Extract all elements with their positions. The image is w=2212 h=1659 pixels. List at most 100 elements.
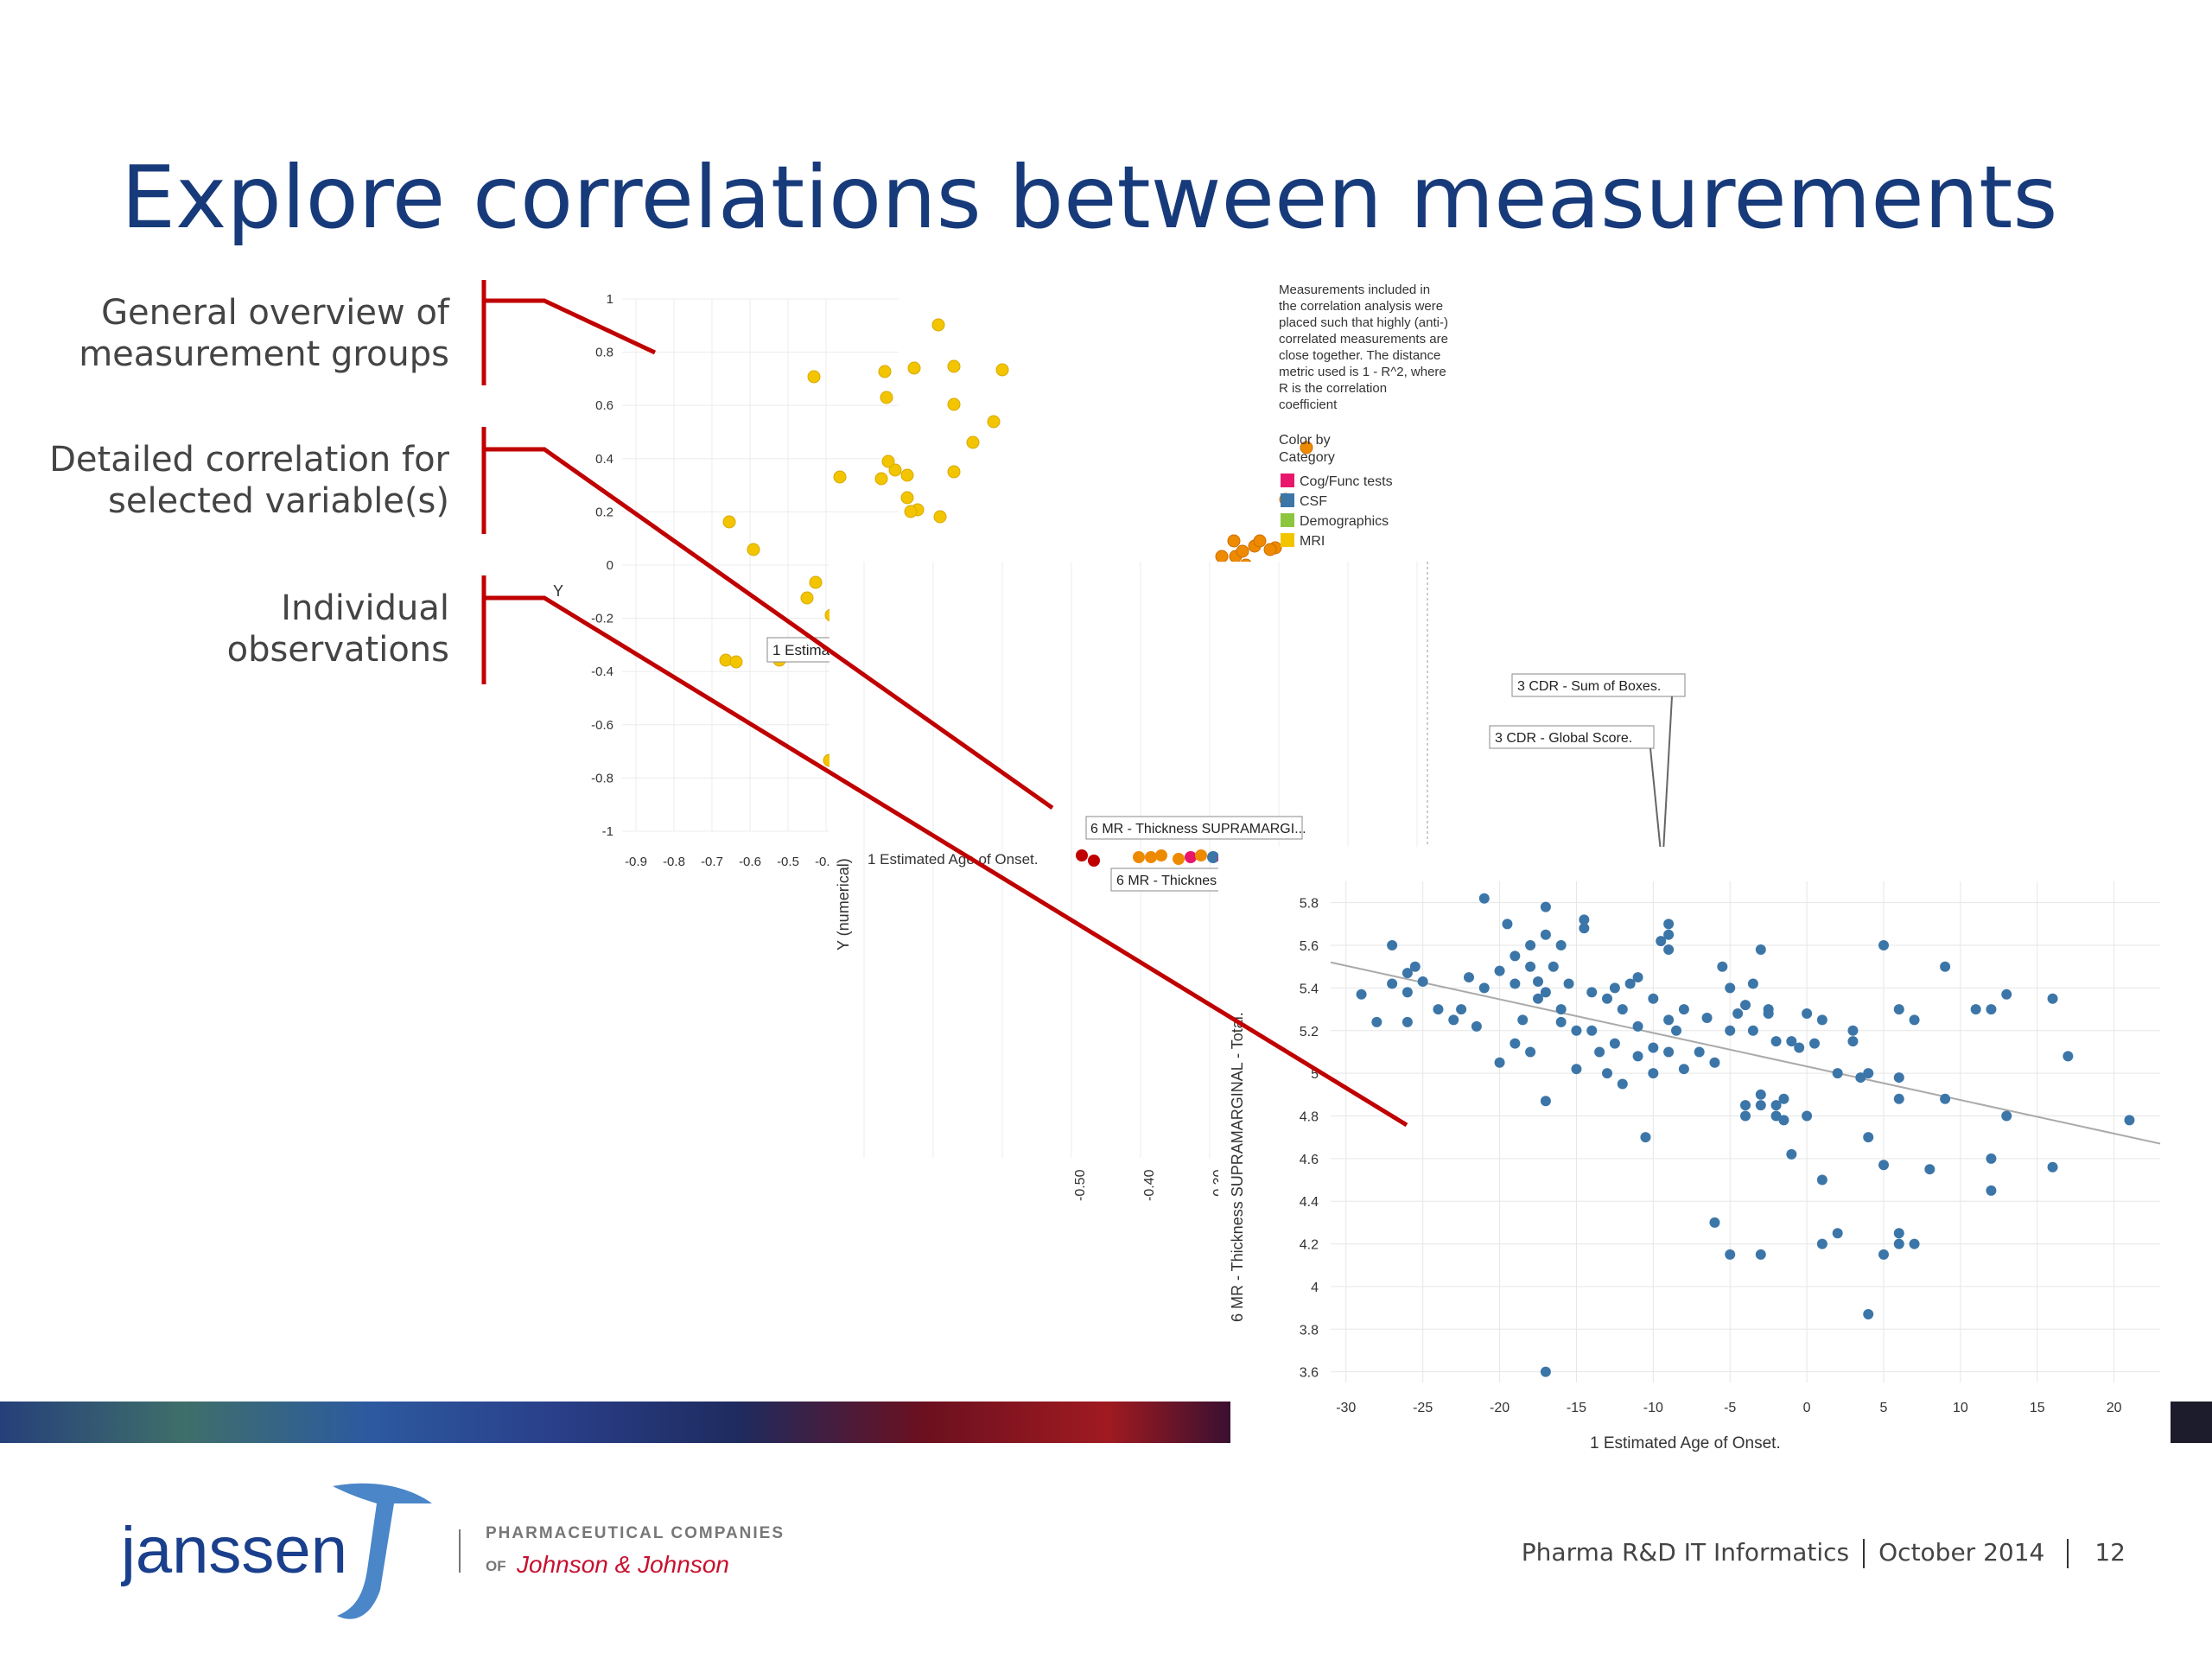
scatter-point[interactable] [1709, 1217, 1720, 1228]
scatter-point[interactable] [1832, 1068, 1843, 1079]
scatter-point[interactable] [1893, 1004, 1904, 1015]
scatter-point[interactable] [1402, 987, 1413, 998]
scatter-point[interactable] [1893, 1093, 1904, 1104]
scatter-point[interactable] [1402, 1016, 1413, 1027]
scatter-point[interactable] [1909, 1014, 1920, 1026]
scatter-point[interactable] [1725, 982, 1736, 994]
scatter-point[interactable] [1409, 961, 1421, 972]
scatter-point[interactable] [1555, 940, 1567, 951]
scatter-point[interactable] [1747, 978, 1758, 989]
detail-point[interactable] [1155, 849, 1167, 861]
overview-point[interactable] [933, 510, 947, 524]
overview-point[interactable] [931, 318, 945, 332]
scatter-point[interactable] [1540, 987, 1551, 998]
scatter-point[interactable] [1609, 1038, 1620, 1049]
scatter-point[interactable] [1510, 950, 1521, 962]
scatter-point[interactable] [2001, 1110, 2012, 1122]
scatter-point[interactable] [1517, 1014, 1529, 1026]
scatter-point[interactable] [1924, 1164, 1936, 1175]
scatter-point[interactable] [1417, 976, 1428, 987]
detail-point[interactable] [1076, 849, 1088, 861]
scatter-point[interactable] [1755, 1100, 1766, 1111]
scatter-point[interactable] [1663, 929, 1675, 940]
overview-point[interactable] [878, 365, 892, 378]
scatter-point[interactable] [1986, 1004, 1997, 1015]
overview-point[interactable] [1253, 534, 1267, 548]
scatter-point[interactable] [1402, 968, 1413, 979]
overview-point[interactable] [904, 505, 918, 518]
scatter-point[interactable] [1740, 1110, 1751, 1122]
scatter-point[interactable] [1970, 1004, 1981, 1015]
scatter-point[interactable] [1663, 1046, 1675, 1058]
detail-point[interactable] [1173, 853, 1185, 865]
scatter-point[interactable] [1471, 1020, 1482, 1032]
overview-point[interactable] [874, 472, 888, 486]
scatter-point[interactable] [1816, 1014, 1827, 1026]
overview-point[interactable] [1263, 543, 1277, 556]
scatter-point[interactable] [1678, 1064, 1689, 1075]
scatter-point[interactable] [1617, 1004, 1628, 1015]
scatter-point[interactable] [1525, 940, 1536, 951]
scatter-point[interactable] [1648, 993, 1659, 1004]
detail-point[interactable] [1088, 855, 1100, 867]
detail-point[interactable] [1133, 851, 1145, 863]
scatter-point[interactable] [1863, 1068, 1874, 1079]
scatter-point[interactable] [1548, 961, 1559, 972]
scatter-point[interactable] [2001, 988, 2012, 1000]
overview-point[interactable] [881, 454, 895, 468]
scatter-point[interactable] [1433, 1004, 1444, 1015]
scatter-point[interactable] [1533, 993, 1543, 1004]
scatter-point[interactable] [1786, 1036, 1797, 1047]
scatter-point[interactable] [1510, 978, 1521, 989]
detail-point[interactable] [1185, 851, 1197, 863]
scatter-point[interactable] [1986, 1185, 1997, 1196]
scatter-point[interactable] [1540, 1096, 1551, 1107]
scatter-point[interactable] [1586, 1025, 1598, 1036]
scatter-point[interactable] [1663, 1014, 1675, 1026]
overview-point[interactable] [807, 370, 821, 384]
overview-point[interactable] [987, 415, 1001, 429]
overview-point[interactable] [947, 465, 961, 479]
scatter-point[interactable] [1540, 929, 1551, 940]
overview-point[interactable] [1300, 441, 1313, 454]
scatter-point[interactable] [1878, 1160, 1889, 1171]
overview-point[interactable] [995, 363, 1009, 377]
scatter-point[interactable] [1356, 988, 1367, 1000]
scatter-point[interactable] [1656, 936, 1667, 947]
scatter-point[interactable] [1740, 1100, 1751, 1111]
scatter-point[interactable] [1540, 1366, 1551, 1377]
scatter-point[interactable] [1878, 940, 1889, 951]
scatter-point[interactable] [1555, 1016, 1567, 1027]
scatter-point[interactable] [1809, 1038, 1820, 1049]
scatter-point[interactable] [1387, 978, 1398, 989]
scatter-point[interactable] [1464, 972, 1474, 983]
scatter-point[interactable] [1663, 918, 1675, 930]
scatter-point[interactable] [1525, 961, 1536, 972]
scatter-point[interactable] [1609, 982, 1620, 994]
scatter-point[interactable] [1816, 1238, 1827, 1249]
overview-point[interactable] [900, 468, 914, 482]
scatter-point[interactable] [1648, 1042, 1659, 1053]
scatter-point[interactable] [1387, 940, 1398, 951]
scatter-point[interactable] [1863, 1132, 1874, 1143]
overview-point[interactable] [947, 397, 961, 411]
scatter-point[interactable] [1740, 1000, 1751, 1011]
detail-point[interactable] [1207, 851, 1219, 863]
scatter-point[interactable] [1763, 1008, 1774, 1020]
scatter-point[interactable] [1940, 961, 1951, 972]
overview-point[interactable] [966, 435, 980, 449]
scatter-point[interactable] [1632, 972, 1643, 983]
scatter-point[interactable] [1909, 1238, 1920, 1249]
scatter-point[interactable] [1940, 1093, 1951, 1104]
scatter-point[interactable] [1802, 1008, 1813, 1020]
overview-point[interactable] [833, 470, 847, 484]
scatter-point[interactable] [1725, 1249, 1736, 1260]
scatter-point[interactable] [1602, 1068, 1612, 1079]
overview-point[interactable] [900, 491, 914, 505]
scatter-point[interactable] [1648, 1068, 1659, 1079]
scatter-point[interactable] [1770, 1036, 1782, 1047]
scatter-point[interactable] [1893, 1072, 1904, 1084]
scatter-point[interactable] [1747, 1025, 1758, 1036]
detail-point[interactable] [1145, 851, 1157, 863]
scatter-point[interactable] [1663, 944, 1675, 955]
